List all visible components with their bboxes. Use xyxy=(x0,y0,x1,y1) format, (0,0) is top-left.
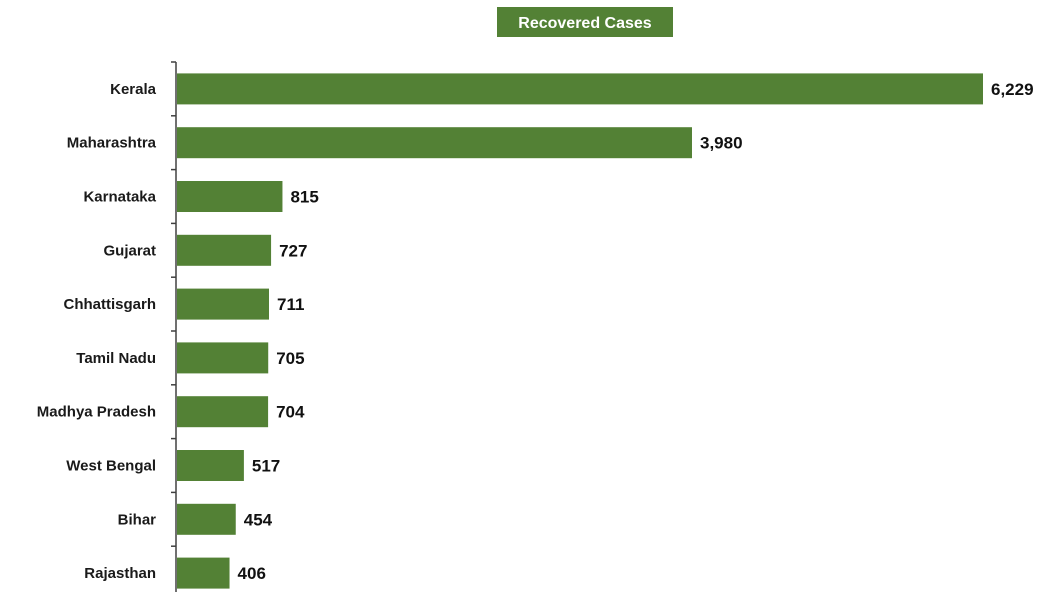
bar-chhattisgarh xyxy=(177,288,269,320)
value-label: 727 xyxy=(279,241,307,260)
chart-title-background xyxy=(497,7,673,37)
value-label: 517 xyxy=(252,457,280,476)
category-label: Maharashtra xyxy=(67,135,157,152)
category-label: Rajasthan xyxy=(84,565,156,582)
category-label: Bihar xyxy=(118,511,157,528)
bar-maharashtra xyxy=(177,127,692,159)
category-label: Tamil Nadu xyxy=(76,350,156,367)
value-labels: 6,229 3,980 815 727 711 705 704 517 454 406 xyxy=(238,80,1034,583)
value-label: 454 xyxy=(244,510,273,529)
bar-karnataka xyxy=(177,181,283,212)
value-label: 815 xyxy=(290,188,318,207)
bar-kerala xyxy=(177,73,983,105)
y-axis-ticks xyxy=(171,61,176,547)
value-label: 406 xyxy=(238,564,266,583)
value-label: 705 xyxy=(276,349,304,368)
value-label: 711 xyxy=(277,295,304,314)
bar-rajasthan xyxy=(177,557,230,589)
bar-bihar xyxy=(177,503,236,535)
bars xyxy=(177,73,983,589)
chart-title: Recovered Cases xyxy=(497,7,673,37)
value-label: 6,229 xyxy=(991,80,1034,99)
value-label: 3,980 xyxy=(700,134,743,153)
category-label: Karnataka xyxy=(83,189,156,206)
chart-title-text: Recovered Cases xyxy=(518,15,652,32)
category-labels: Kerala Maharashtra Karnataka Gujarat Chhatti… xyxy=(37,81,157,582)
category-label: Madhya Pradesh xyxy=(37,404,156,421)
value-label: 704 xyxy=(276,403,305,422)
category-label: Chhattisgarh xyxy=(63,296,156,313)
bar-madhya-pradesh xyxy=(177,396,269,428)
category-label: West Bengal xyxy=(66,458,156,475)
bar-gujarat xyxy=(177,234,272,266)
category-label: Kerala xyxy=(110,81,157,98)
category-label: Gujarat xyxy=(103,242,156,259)
bar-tamil-nadu xyxy=(177,342,269,374)
bar-west-bengal xyxy=(177,450,244,481)
